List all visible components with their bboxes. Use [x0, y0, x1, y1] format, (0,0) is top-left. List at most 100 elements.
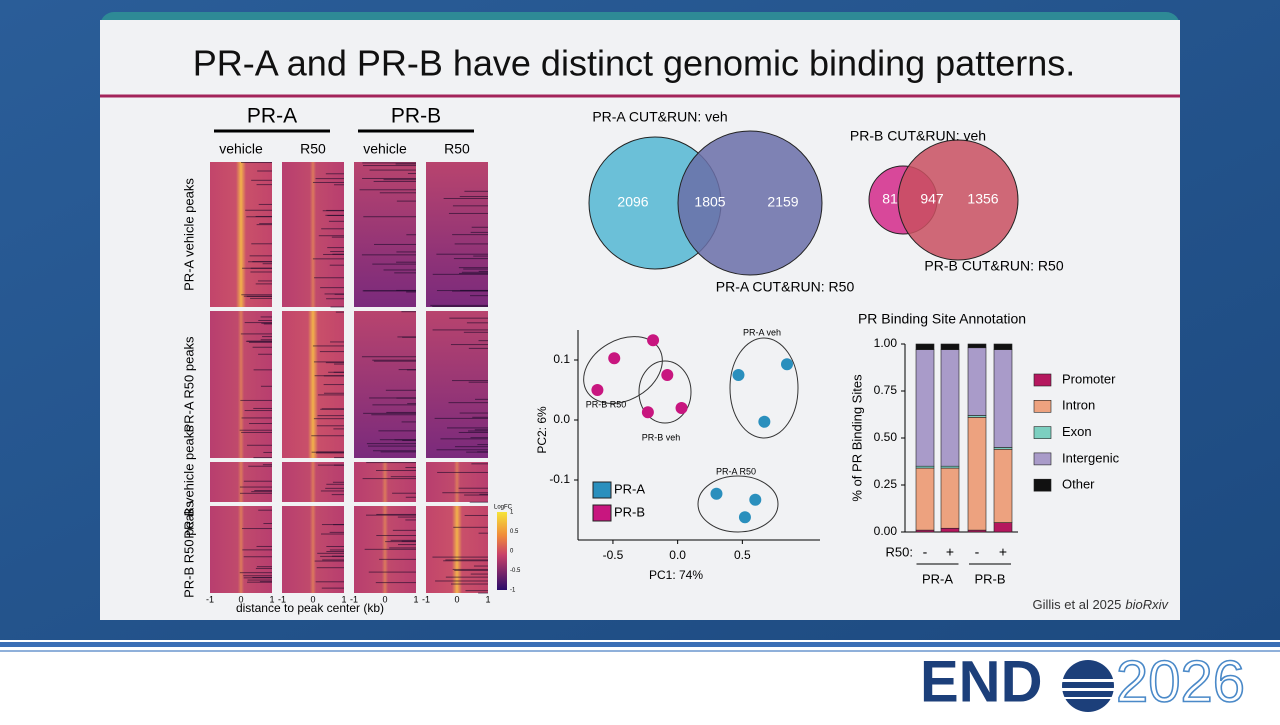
heatmap-streak	[466, 322, 488, 324]
heatmap-streak	[458, 431, 488, 433]
heatmap-streak	[458, 487, 488, 489]
heatmap-streak	[326, 483, 344, 485]
logo-globe	[1062, 660, 1114, 712]
heatmap-streak	[334, 457, 344, 459]
heatmap-streak	[401, 311, 416, 313]
heatmap-streak	[262, 263, 272, 265]
heatmap-panel	[354, 162, 416, 307]
heatmap-streak	[402, 336, 416, 338]
cluster-label: PR-A R50	[716, 466, 756, 476]
heatmap-streak	[445, 559, 488, 561]
heatmap-streak	[369, 169, 416, 171]
heatmap-streak	[318, 235, 344, 237]
heatmap-streak	[315, 452, 344, 454]
x-axis-label: R50:	[886, 544, 913, 559]
heatmap-streak	[258, 319, 272, 321]
heatmap-streak	[464, 190, 488, 192]
footer-line	[0, 642, 1280, 647]
heatmap-streak	[323, 375, 344, 377]
heatmap-streak	[252, 346, 272, 348]
heatmap-streak	[437, 471, 488, 473]
x-tick-label: +	[946, 544, 954, 560]
heatmap-streak	[477, 444, 488, 446]
heatmap-column-label: R50	[300, 141, 326, 157]
slide-title: PR-A and PR-B have distinct genomic bind…	[193, 43, 1075, 84]
heatmap-streak	[332, 481, 344, 483]
heatmap-streak	[329, 549, 344, 551]
heatmap-streak	[463, 331, 488, 333]
heatmap-streak	[315, 178, 344, 180]
heatmap-streak	[256, 224, 272, 226]
cluster-label: PR-B R50	[586, 399, 627, 409]
heatmap-streak	[260, 316, 272, 318]
heatmap-streak	[465, 590, 488, 592]
heatmap-panel	[282, 162, 344, 307]
heatmap-streak	[328, 220, 344, 222]
bar-segment	[993, 343, 1013, 350]
heatmap-streak	[367, 445, 416, 447]
heatmap-streak	[320, 490, 344, 492]
bar-segment	[915, 349, 935, 467]
heatmap-streak	[454, 569, 488, 571]
heatmap-streak	[471, 226, 488, 228]
heatmap-streak	[313, 361, 344, 363]
heatmap-streak	[320, 533, 344, 535]
heatmap-streak	[326, 545, 344, 547]
heatmap-streak	[315, 581, 344, 583]
heatmap-streak	[405, 496, 416, 498]
heatmap-streak	[474, 398, 488, 400]
heatmap-x-tick-label: -1	[422, 594, 430, 604]
cluster-ellipse	[729, 337, 799, 439]
heatmap-streak	[256, 184, 272, 186]
heatmap-row-label: PR-B vehicle peaks	[181, 425, 196, 539]
heatmap-streak	[448, 212, 488, 214]
group-label: PR-B	[974, 571, 1005, 586]
bar-segment	[967, 347, 987, 416]
heatmap-streak	[363, 216, 416, 218]
bar-segment	[940, 527, 960, 533]
heatmap-streak	[447, 427, 488, 429]
heatmap-streak	[448, 402, 488, 404]
heatmap-panel	[354, 462, 416, 502]
point	[738, 511, 751, 524]
heatmap-streak	[335, 311, 344, 313]
heatmap-streak	[406, 369, 416, 371]
heatmap-streak	[454, 446, 488, 448]
venn-count: 947	[920, 191, 944, 207]
heatmap-streak	[317, 464, 344, 466]
heatmap-streak	[324, 293, 344, 295]
x-tick-label: -0.5	[603, 548, 624, 562]
heatmap-panel	[354, 311, 416, 458]
heatmap-streak	[256, 566, 272, 568]
heatmap-streak	[452, 205, 488, 207]
heatmap-streak	[243, 575, 272, 577]
heatmap-streak	[252, 576, 272, 578]
heatmap-streak	[368, 571, 416, 573]
heatmap-streak	[240, 399, 272, 401]
heatmap-streak	[314, 560, 344, 562]
heatmap-streak	[470, 573, 488, 575]
heatmap-streak	[253, 369, 272, 371]
heatmap-streak	[246, 295, 272, 297]
point	[732, 369, 745, 381]
chart-title: PR Binding Site Annotation	[858, 311, 1026, 327]
heatmap-streak	[323, 384, 344, 386]
point	[608, 352, 621, 365]
heatmap-streak	[334, 363, 344, 365]
bar-segment	[915, 343, 935, 350]
heatmap-streak	[395, 163, 416, 165]
heatmap-streak	[432, 305, 488, 307]
heatmap-streak	[245, 209, 272, 211]
venn-count: 2159	[767, 194, 798, 210]
heatmap-streak	[326, 298, 344, 300]
heatmap-streak	[373, 360, 416, 362]
y-tick-label: -0.1	[549, 472, 570, 486]
heatmap-streak	[241, 528, 272, 530]
heatmap-streak	[242, 549, 272, 551]
heatmap-streak	[473, 255, 488, 257]
heatmap-streak	[478, 270, 488, 272]
heatmap-streak	[244, 410, 272, 412]
cluster-label: PR-B veh	[642, 432, 681, 442]
heatmap-streak	[260, 385, 272, 387]
